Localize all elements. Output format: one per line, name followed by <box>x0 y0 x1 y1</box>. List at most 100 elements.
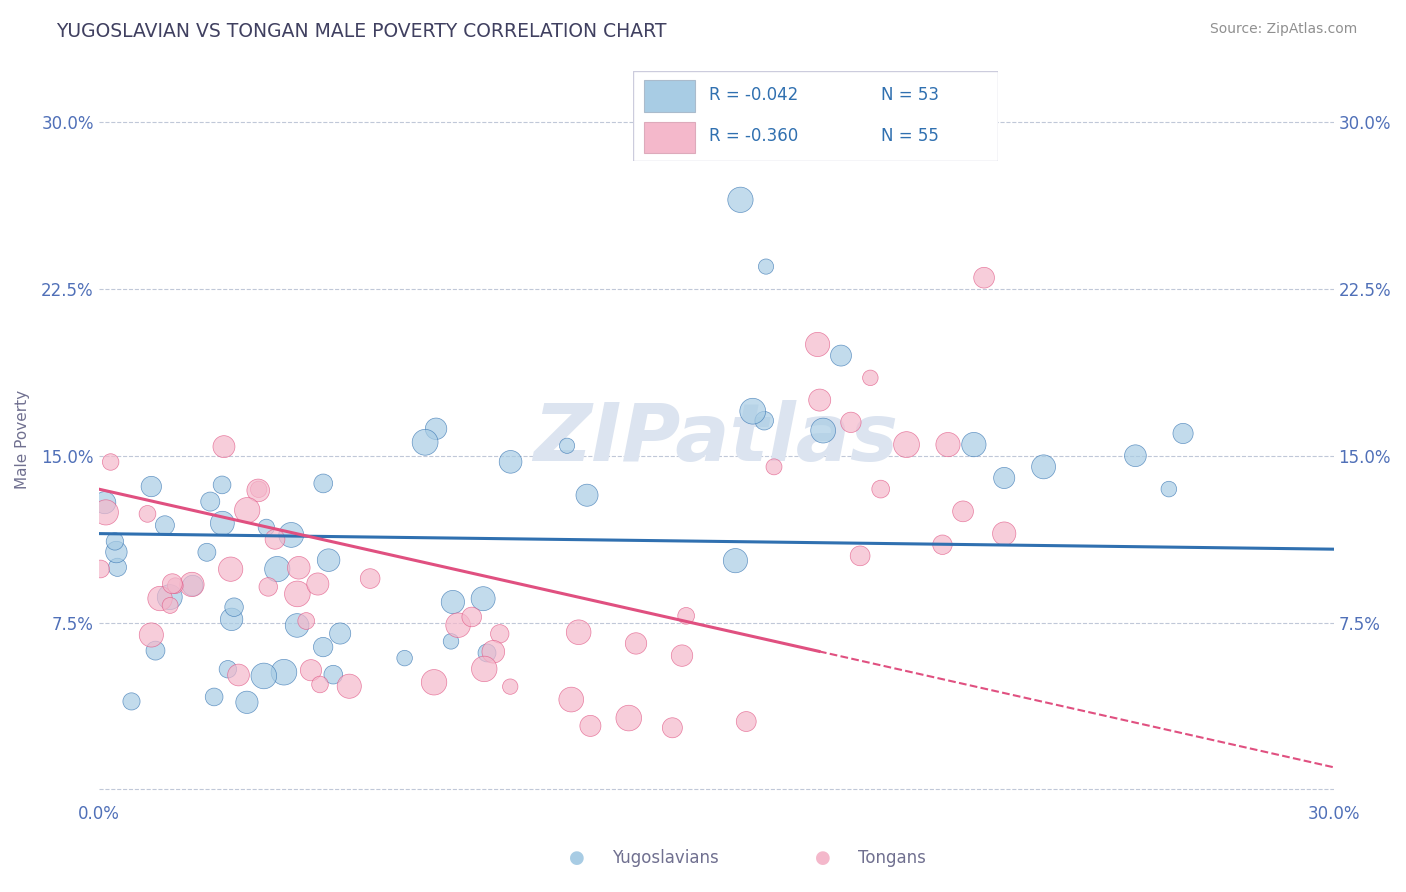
Point <box>236 695 259 709</box>
Point <box>312 640 335 654</box>
Point <box>253 669 276 683</box>
Text: YUGOSLAVIAN VS TONGAN MALE POVERTY CORRELATION CHART: YUGOSLAVIAN VS TONGAN MALE POVERTY CORRE… <box>56 22 666 41</box>
Point <box>257 580 280 594</box>
Point <box>217 662 239 676</box>
Point <box>121 694 143 708</box>
Point <box>309 677 332 691</box>
Point <box>211 478 233 492</box>
Point <box>447 618 470 632</box>
Point <box>617 711 640 725</box>
Point <box>337 679 360 693</box>
Point <box>993 471 1015 485</box>
Point <box>228 668 250 682</box>
Point <box>104 534 127 549</box>
Point <box>568 625 591 640</box>
Point <box>141 628 163 642</box>
Point <box>839 415 862 429</box>
Point <box>264 533 287 547</box>
Point <box>671 648 693 663</box>
Point <box>811 424 834 438</box>
Text: Source: ZipAtlas.com: Source: ZipAtlas.com <box>1209 22 1357 37</box>
Point <box>973 270 995 285</box>
Point <box>1125 449 1147 463</box>
Point <box>472 591 495 606</box>
Text: Yugoslavians: Yugoslavians <box>612 849 718 867</box>
Point <box>181 579 204 593</box>
Point <box>482 645 505 659</box>
Point <box>107 560 129 574</box>
Text: ZIPatlas: ZIPatlas <box>533 400 898 478</box>
Point <box>222 600 245 615</box>
Point <box>808 393 831 408</box>
Point <box>211 516 233 531</box>
Point <box>94 505 117 519</box>
Point <box>322 667 344 681</box>
Point <box>285 618 308 632</box>
Point <box>136 507 159 521</box>
Point <box>221 612 243 626</box>
Text: ●: ● <box>814 849 831 867</box>
Point <box>499 455 522 469</box>
Point <box>1157 482 1180 496</box>
Point <box>307 577 329 591</box>
Point <box>762 459 785 474</box>
Point <box>576 488 599 502</box>
Point <box>849 549 872 563</box>
Point <box>661 721 683 735</box>
Point <box>212 440 235 454</box>
Point <box>273 665 295 680</box>
Point <box>329 626 352 640</box>
Point <box>254 520 277 534</box>
Point <box>247 483 270 498</box>
Point <box>755 260 778 274</box>
Point <box>312 476 335 491</box>
Point <box>896 437 918 451</box>
Bar <box>644 80 695 112</box>
Point <box>931 538 953 552</box>
Text: N = 55: N = 55 <box>882 128 939 145</box>
Point <box>859 371 882 385</box>
Point <box>153 518 176 533</box>
Point <box>90 562 112 576</box>
Point <box>579 719 602 733</box>
Point <box>266 562 288 576</box>
Point <box>288 561 311 575</box>
Point <box>440 634 463 648</box>
Point <box>162 576 184 591</box>
Point <box>830 349 852 363</box>
Point <box>141 479 163 493</box>
Point <box>461 610 484 624</box>
Point <box>100 455 122 469</box>
Point <box>149 591 172 606</box>
Point <box>423 675 446 690</box>
Point <box>560 692 582 706</box>
Point <box>200 494 222 508</box>
Point <box>299 663 322 677</box>
Text: R = -0.360: R = -0.360 <box>710 128 799 145</box>
Text: ●: ● <box>568 849 585 867</box>
Point <box>475 646 498 660</box>
Point <box>247 483 270 497</box>
Point <box>754 414 776 428</box>
Point <box>219 562 242 576</box>
Point <box>159 599 181 613</box>
Point <box>145 643 167 657</box>
Point <box>624 636 647 650</box>
Point <box>952 504 974 518</box>
Point <box>499 680 522 694</box>
Point <box>159 590 181 604</box>
Point <box>394 651 416 665</box>
Point <box>869 482 891 496</box>
Point <box>195 545 218 559</box>
Point <box>488 627 510 641</box>
Point <box>963 437 986 451</box>
Point <box>675 608 697 623</box>
Point <box>993 526 1015 541</box>
Point <box>441 595 464 609</box>
Point <box>236 503 259 517</box>
Point <box>285 587 308 601</box>
Y-axis label: Male Poverty: Male Poverty <box>15 390 30 489</box>
Bar <box>644 122 695 153</box>
Point <box>425 422 447 436</box>
Point <box>724 554 747 568</box>
